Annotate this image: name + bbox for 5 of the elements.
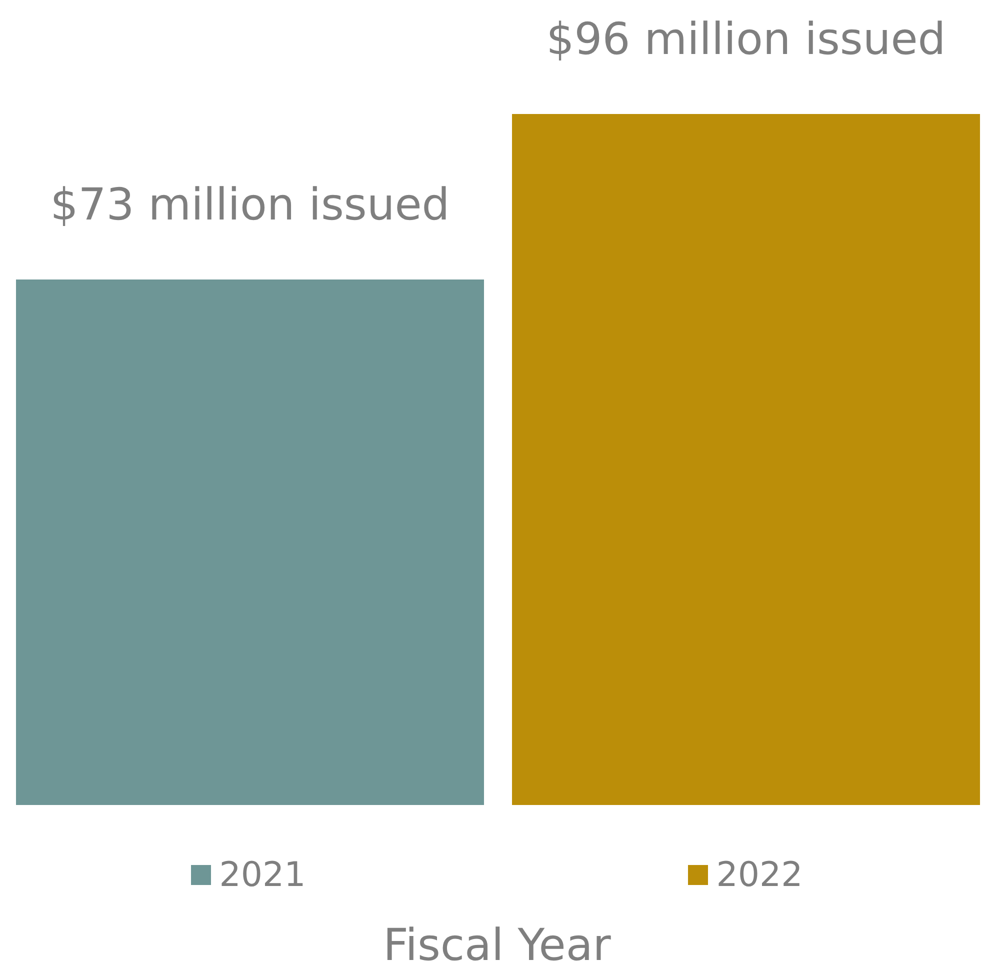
data-label: $73 million issued: [50, 180, 450, 231]
data-label: $96 million issued: [546, 14, 946, 65]
x-axis-title: Fiscal Year: [382, 920, 612, 970]
legend-label: 2022: [716, 855, 803, 895]
legend-label: 2021: [219, 855, 306, 895]
